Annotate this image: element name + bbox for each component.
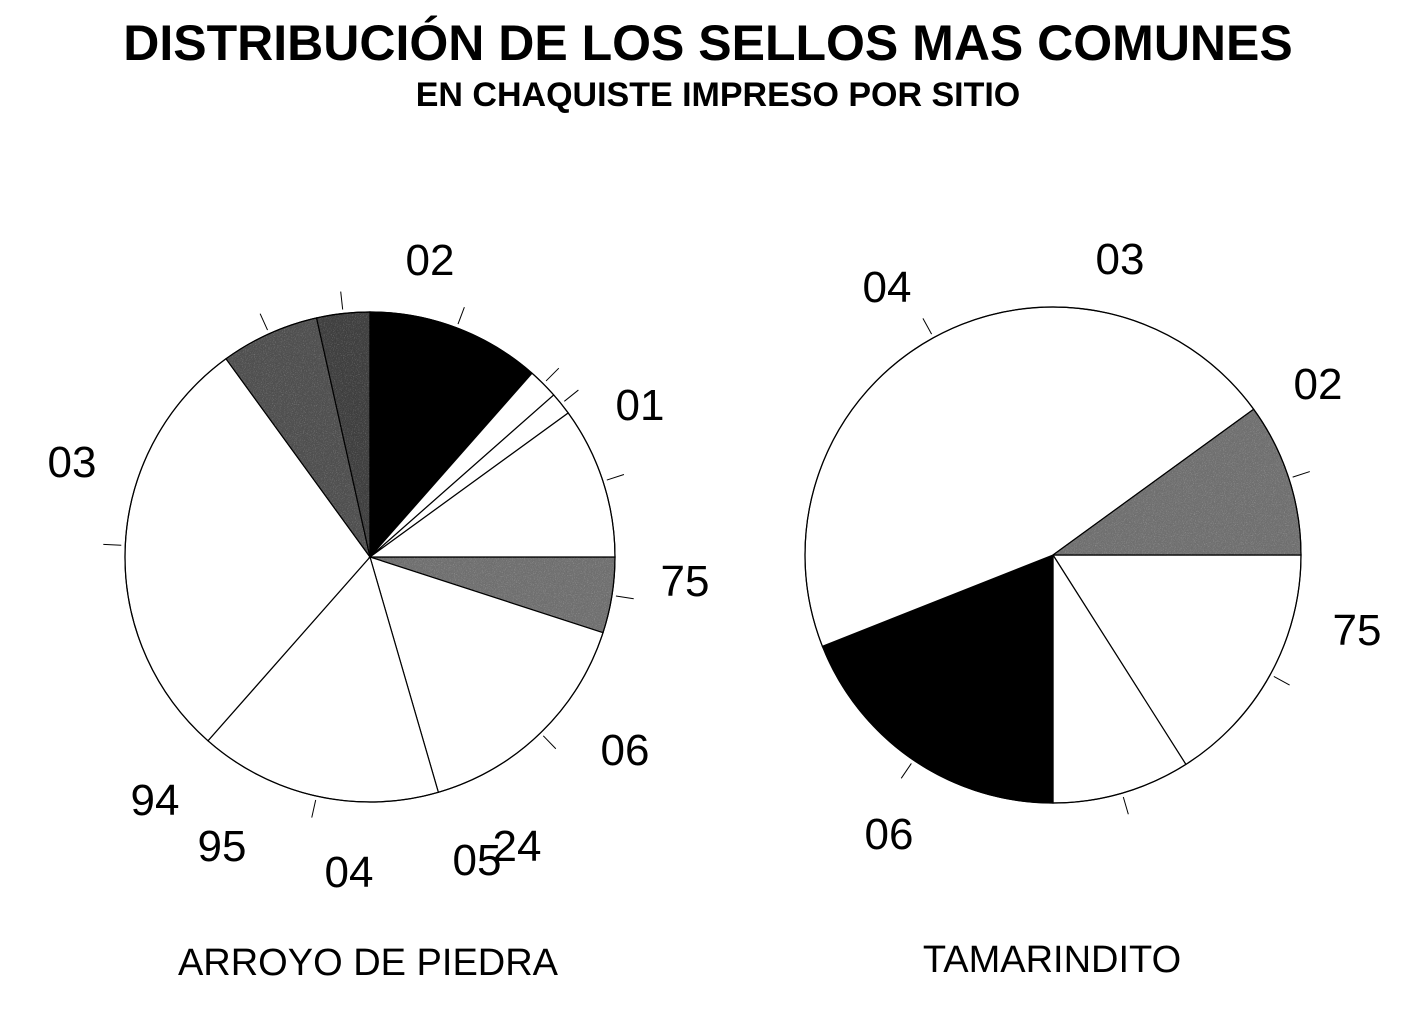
- slice-tick-arroyo-de-piedra-05: [545, 367, 560, 382]
- slice-label-arroyo-de-piedra-06: 06: [601, 726, 650, 775]
- slice-tick-tamarindito-03: [1122, 796, 1129, 815]
- pie-outline-tamarindito: [804, 306, 1302, 804]
- slice-label-tamarindito-75: 75: [1333, 606, 1382, 655]
- slice-tick-arroyo-de-piedra-03: [103, 543, 122, 546]
- slice-tick-tamarindito-06: [922, 318, 933, 335]
- slice-label-arroyo-de-piedra-04: 04: [325, 848, 374, 897]
- slice-label-arroyo-de-piedra-24: 24: [493, 822, 542, 871]
- slice-label-tamarindito-04: 04: [863, 263, 912, 312]
- slice-label-tamarindito-06: 06: [865, 810, 914, 859]
- slice-label-arroyo-de-piedra-94: 94: [131, 776, 180, 825]
- slice-tick-arroyo-de-piedra-06: [606, 474, 625, 481]
- slice-label-arroyo-de-piedra-05: 05: [453, 836, 502, 885]
- slice-tick-arroyo-de-piedra-02: [311, 799, 317, 818]
- slice-tick-arroyo-de-piedra-94: [259, 313, 268, 331]
- slice-label-tamarindito-02: 02: [1294, 360, 1343, 409]
- slice-tick-tamarindito-04: [900, 763, 912, 779]
- slice-label-arroyo-de-piedra-75: 75: [661, 557, 710, 606]
- slice-tick-arroyo-de-piedra-75: [615, 595, 634, 600]
- slice-label-arroyo-de-piedra-01: 01: [616, 381, 665, 430]
- pie-label-arroyo-de-piedra: ARROYO DE PIEDRA: [178, 942, 559, 984]
- slice-tick-arroyo-de-piedra-95: [340, 291, 344, 310]
- pie-tamarindito: 02 03 04 06 75: [804, 235, 1382, 859]
- slice-label-arroyo-de-piedra-95: 95: [198, 822, 247, 871]
- slice-tick-tamarindito-02: [1273, 675, 1290, 686]
- chart-subtitle: EN CHAQUISTE IMPRESO POR SITIO: [416, 76, 1021, 114]
- slice-label-arroyo-de-piedra-03: 03: [48, 438, 97, 487]
- slice-label-tamarindito-03: 03: [1096, 235, 1145, 284]
- slice-tick-arroyo-de-piedra-24: [564, 389, 579, 402]
- slice-tick-arroyo-de-piedra-04: [457, 307, 465, 325]
- slice-label-arroyo-de-piedra-02: 02: [406, 236, 455, 285]
- chart-title: DISTRIBUCIÓN DE LOS SELLOS MAS COMUNES: [123, 15, 1293, 71]
- pie-outline-arroyo-de-piedra: [124, 311, 616, 803]
- slice-tick-tamarindito-75: [1292, 471, 1310, 478]
- pie-label-tamarindito: TAMARINDITO: [923, 939, 1181, 981]
- slice-tick-arroyo-de-piedra-01: [542, 735, 557, 750]
